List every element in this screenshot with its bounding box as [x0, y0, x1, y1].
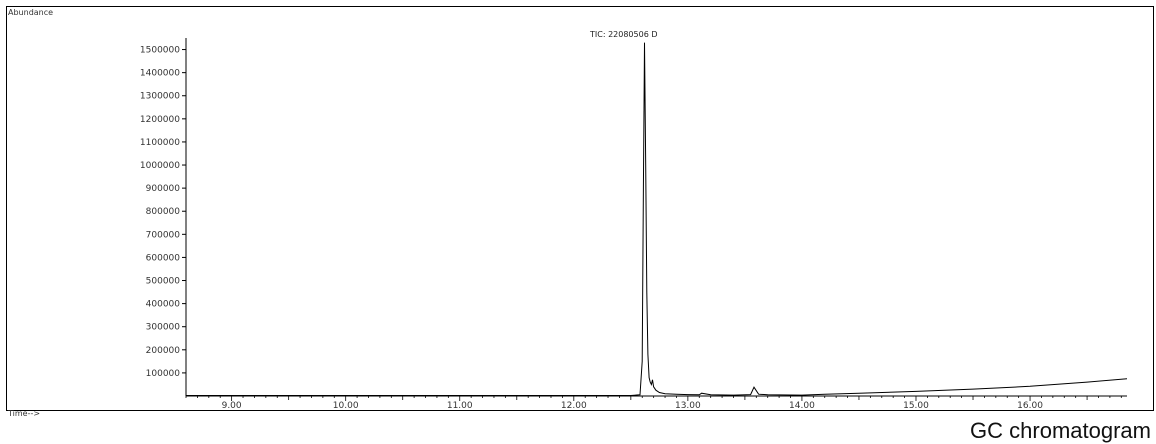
y-tick-label: 600000	[146, 253, 181, 263]
frame-divider	[6, 410, 1154, 411]
y-tick-label: 1400000	[140, 69, 180, 79]
x-tick-label: 16.00	[1017, 401, 1043, 411]
y-tick-label: 1200000	[140, 115, 180, 125]
y-tick-label: 400000	[146, 300, 181, 310]
y-tick-label: 1100000	[140, 138, 180, 148]
chart-title: TIC: 22080506 D	[590, 30, 658, 39]
x-tick-label: 13.00	[675, 401, 701, 411]
x-tick-label: 10.00	[333, 401, 359, 411]
x-tick-label: 15.00	[903, 401, 929, 411]
y-tick-label: 200000	[146, 346, 181, 356]
y-tick-label: 1500000	[140, 46, 180, 56]
y-tick-label: 1000000	[140, 161, 180, 171]
x-axis-label: Time-->	[8, 409, 41, 418]
y-axis-label: Abundance	[8, 8, 54, 17]
y-tick-label: 100000	[146, 369, 181, 379]
series-line	[186, 42, 1128, 396]
x-tick-label: 14.00	[789, 401, 815, 411]
x-tick-label: 12.00	[561, 401, 587, 411]
y-tick-label: 1300000	[140, 92, 180, 102]
y-tick-label: 900000	[146, 184, 181, 194]
footer-caption: GC chromatogram	[970, 418, 1151, 443]
y-tick-label: 500000	[146, 277, 181, 287]
y-tick-label: 800000	[146, 207, 181, 217]
x-tick-label: 9.00	[222, 401, 242, 411]
y-tick-label: 300000	[146, 323, 181, 333]
x-tick-label: 11.00	[447, 401, 473, 411]
y-tick-label: 700000	[146, 230, 181, 240]
